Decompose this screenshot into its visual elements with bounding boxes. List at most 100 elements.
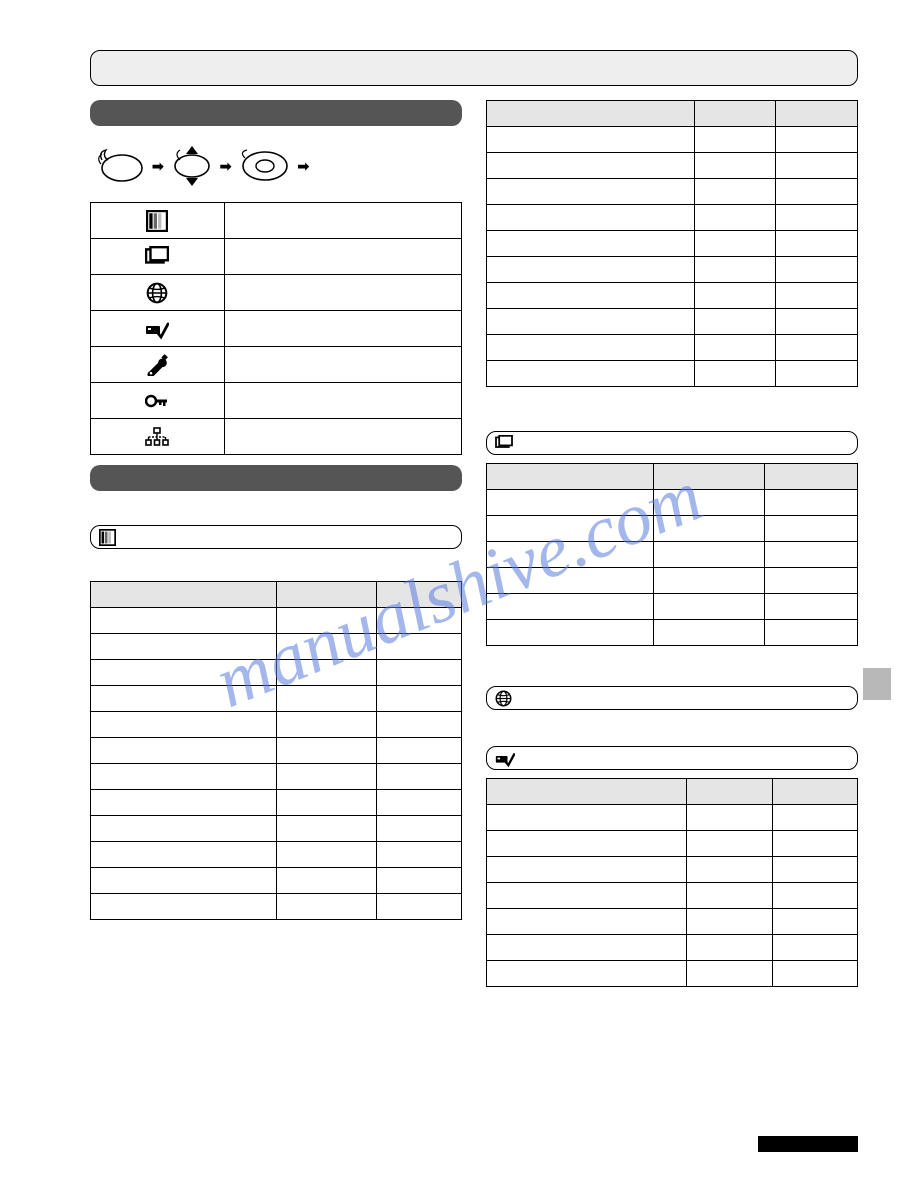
table-cell xyxy=(776,309,858,335)
table-cell xyxy=(653,568,764,594)
settings-table-1 xyxy=(90,581,462,920)
menu-icon-cell xyxy=(91,383,225,419)
menu-row xyxy=(91,419,462,455)
table-cell xyxy=(653,620,764,646)
table-cell xyxy=(487,883,687,909)
table-row xyxy=(487,542,858,568)
table-cell xyxy=(653,516,764,542)
table-cell xyxy=(276,738,376,764)
screen-icon xyxy=(495,435,513,451)
table-cell xyxy=(376,686,461,712)
table-header-row xyxy=(91,582,462,608)
table-header-cell xyxy=(776,101,858,127)
table-cell xyxy=(776,179,858,205)
table-row xyxy=(91,712,462,738)
table-row xyxy=(487,179,858,205)
gradient-section-bar xyxy=(90,525,462,549)
table-row xyxy=(487,361,858,387)
table-header-cell xyxy=(487,101,695,127)
network-icon xyxy=(145,426,169,448)
table-row xyxy=(487,490,858,516)
table-cell xyxy=(487,231,695,257)
table-row xyxy=(91,790,462,816)
table-cell xyxy=(694,127,776,153)
table-cell xyxy=(694,153,776,179)
globe-icon xyxy=(495,690,512,707)
table-cell xyxy=(276,634,376,660)
table-row xyxy=(91,660,462,686)
table-cell xyxy=(487,309,695,335)
settings-table-2 xyxy=(486,100,858,387)
table-cell xyxy=(376,660,461,686)
table-cell xyxy=(91,634,277,660)
menu-icon-cell xyxy=(91,419,225,455)
table-cell xyxy=(91,686,277,712)
page-footer-block xyxy=(758,1136,858,1152)
table-header-cell xyxy=(487,779,687,805)
globe-icon xyxy=(145,282,169,304)
table-header-row xyxy=(487,779,858,805)
table-header-cell xyxy=(487,464,654,490)
table-cell xyxy=(91,894,277,920)
menu-row xyxy=(91,239,462,275)
table-cell xyxy=(376,842,461,868)
table-header-cell xyxy=(765,464,858,490)
table-cell xyxy=(772,909,857,935)
table-cell xyxy=(765,594,858,620)
receiver-section-bar xyxy=(486,746,858,770)
table-cell xyxy=(487,335,695,361)
table-row xyxy=(487,857,858,883)
table-cell xyxy=(772,961,857,987)
table-cell xyxy=(487,805,687,831)
section-bar-dark-1 xyxy=(90,100,462,126)
table-cell xyxy=(91,712,277,738)
settings-table-3 xyxy=(486,463,858,646)
table-cell xyxy=(91,868,277,894)
table-row xyxy=(487,568,858,594)
table-cell xyxy=(376,712,461,738)
table-cell xyxy=(276,842,376,868)
table-cell xyxy=(91,764,277,790)
table-cell xyxy=(687,805,772,831)
table-cell xyxy=(694,283,776,309)
menu-label-cell xyxy=(224,239,461,275)
menu-icon-cell xyxy=(91,347,225,383)
page-header-bar xyxy=(90,50,858,86)
arrow-icon: ➡ xyxy=(297,158,309,175)
gradient-square xyxy=(145,210,169,232)
menu-row xyxy=(91,347,462,383)
table-row xyxy=(487,231,858,257)
table-row xyxy=(487,257,858,283)
remote-press-icon xyxy=(96,146,144,186)
table-cell xyxy=(694,179,776,205)
table-header-row xyxy=(487,464,858,490)
table-cell xyxy=(91,608,277,634)
table-cell xyxy=(772,805,857,831)
table-cell xyxy=(694,257,776,283)
table-cell xyxy=(487,205,695,231)
table-row xyxy=(487,283,858,309)
section-bar-dark-2 xyxy=(90,465,462,491)
table-cell xyxy=(91,738,277,764)
table-cell xyxy=(772,883,857,909)
table-cell xyxy=(694,205,776,231)
table-row xyxy=(487,831,858,857)
table-header-cell xyxy=(694,101,776,127)
table-row xyxy=(91,634,462,660)
table-cell xyxy=(487,127,695,153)
table-cell xyxy=(487,909,687,935)
table-cell xyxy=(776,257,858,283)
menu-label-cell xyxy=(224,311,461,347)
left-column: ➡ ➡ ➡ xyxy=(90,100,462,987)
table-row xyxy=(487,909,858,935)
table-row xyxy=(91,842,462,868)
table-row xyxy=(487,594,858,620)
receiver-check-icon xyxy=(495,750,515,767)
menu-label-cell xyxy=(224,383,461,419)
settings-table-4 xyxy=(486,778,858,987)
table-header-cell xyxy=(276,582,376,608)
table-cell xyxy=(687,961,772,987)
table-cell xyxy=(694,309,776,335)
table-cell xyxy=(376,608,461,634)
table-row xyxy=(91,738,462,764)
